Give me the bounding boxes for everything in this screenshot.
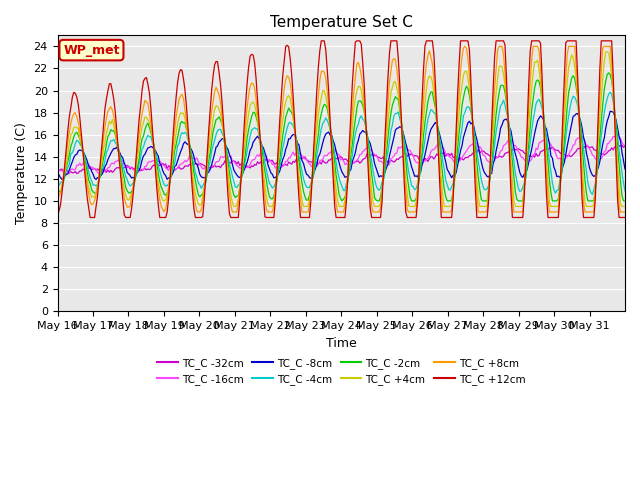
TC_C -2cm [544,159,552,165]
TC_C +8cm [620,209,627,215]
TC_C -2cm [338,198,346,204]
TC_C +4cm [73,125,81,131]
TC_C +4cm [54,195,61,201]
TC_C +4cm [621,204,629,209]
TC_C -32cm [460,157,467,163]
TC_C -16cm [63,171,70,177]
TC_C -8cm [92,177,100,182]
Line: TC_C -32cm: TC_C -32cm [58,144,625,174]
TC_C +4cm [602,49,609,55]
Y-axis label: Temperature (C): Temperature (C) [15,122,28,224]
TC_C +8cm [460,45,467,51]
TC_C -4cm [458,125,466,131]
TC_C +8cm [91,198,99,204]
TC_C -8cm [74,148,82,154]
TC_C -16cm [460,153,467,158]
TC_C -2cm [605,70,612,76]
TC_C +4cm [544,179,552,184]
TC_C -16cm [74,163,82,168]
TC_C +12cm [620,215,627,220]
TC_C +4cm [460,72,467,78]
TC_C -32cm [54,167,61,172]
TC_C -8cm [620,158,627,164]
TC_C +12cm [461,38,469,44]
TC_C -8cm [58,177,66,182]
TC_C -4cm [543,132,550,138]
TC_C +8cm [545,209,553,215]
TC_C -2cm [621,198,629,204]
TC_C -2cm [91,190,99,196]
TC_C +8cm [195,209,202,215]
TC_C -32cm [92,168,100,173]
TC_C -4cm [54,180,61,186]
TC_C -4cm [606,89,614,95]
TC_C -32cm [620,144,627,150]
TC_C +8cm [461,44,469,49]
TC_C +12cm [86,215,94,220]
TC_C -2cm [73,130,81,135]
TC_C +12cm [73,94,81,100]
TC_C -32cm [74,170,82,176]
TC_C -4cm [73,137,81,143]
TC_C +8cm [54,196,61,202]
TC_C -8cm [621,166,629,172]
TC_C -4cm [621,188,629,194]
Line: TC_C +4cm: TC_C +4cm [58,52,625,206]
TC_C -8cm [54,173,61,179]
TC_C -32cm [544,146,552,152]
TC_C -2cm [347,152,355,157]
TC_C +12cm [317,38,325,44]
TC_C -16cm [621,143,629,149]
TC_C -16cm [544,137,552,143]
TC_C -32cm [621,143,629,149]
TC_C -4cm [91,182,99,188]
TC_C +12cm [621,215,629,220]
Line: TC_C -2cm: TC_C -2cm [58,73,625,201]
TC_C -16cm [347,162,355,168]
TC_C -8cm [544,134,552,140]
TC_C -2cm [620,198,627,204]
Legend: TC_C -32cm, TC_C -16cm, TC_C -8cm, TC_C -4cm, TC_C -2cm, TC_C +4cm, TC_C +8cm, T: TC_C -32cm, TC_C -16cm, TC_C -8cm, TC_C … [153,354,530,389]
TC_C +4cm [347,142,355,148]
TC_C -16cm [54,167,61,173]
TC_C -8cm [460,134,467,140]
TC_C -8cm [347,167,355,172]
TC_C -16cm [92,167,100,172]
Line: TC_C -8cm: TC_C -8cm [58,111,625,180]
TC_C -32cm [73,171,81,177]
TC_C -16cm [620,142,627,148]
TC_C -4cm [346,168,353,174]
TC_C +12cm [92,204,100,209]
TC_C +4cm [230,204,237,209]
TC_C +12cm [349,80,356,86]
TC_C -16cm [614,131,621,136]
TC_C -4cm [589,192,596,197]
TC_C +8cm [73,114,81,120]
Text: WP_met: WP_met [63,44,120,57]
Line: TC_C -16cm: TC_C -16cm [58,133,625,174]
TC_C +12cm [54,212,61,218]
TC_C -8cm [606,108,614,114]
TC_C -32cm [614,141,621,146]
Line: TC_C +12cm: TC_C +12cm [58,41,625,217]
Title: Temperature Set C: Temperature Set C [270,15,413,30]
TC_C +4cm [620,204,627,209]
TC_C -32cm [347,159,355,165]
TC_C +12cm [545,215,553,220]
X-axis label: Time: Time [326,336,356,349]
TC_C +8cm [347,126,355,132]
TC_C +4cm [91,194,99,200]
Line: TC_C -4cm: TC_C -4cm [58,92,625,194]
TC_C -2cm [54,187,61,193]
TC_C +8cm [621,209,629,215]
Line: TC_C +8cm: TC_C +8cm [58,47,625,212]
TC_C -4cm [620,180,627,186]
TC_C -2cm [460,95,467,100]
